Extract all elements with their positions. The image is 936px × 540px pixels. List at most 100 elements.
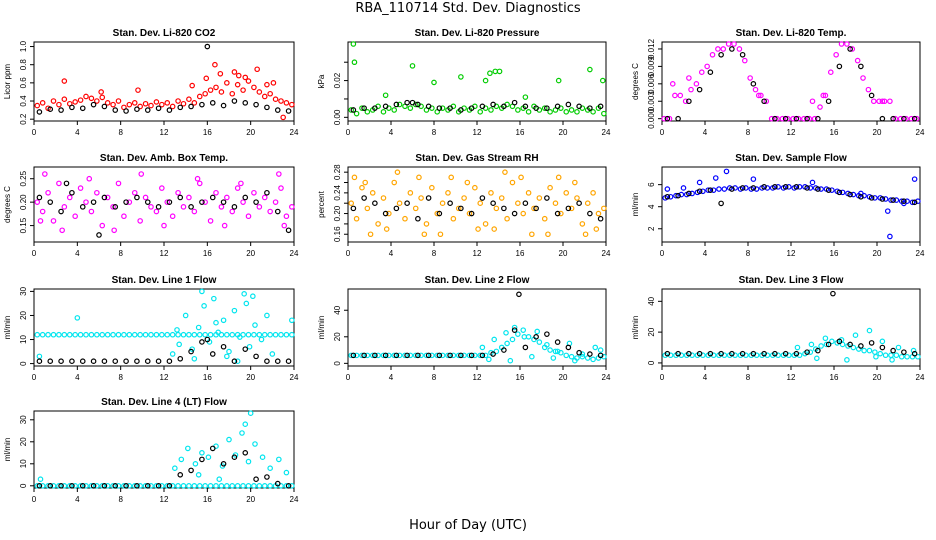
data-point	[402, 352, 408, 359]
data-point	[83, 482, 89, 489]
data-point	[36, 358, 43, 364]
data-point	[901, 200, 907, 207]
data-point	[696, 350, 703, 357]
x-tick-label: 24	[916, 373, 925, 382]
x-tick-label: 0	[32, 373, 37, 382]
data-point	[839, 189, 846, 196]
data-point	[536, 195, 543, 201]
data-point	[59, 227, 65, 234]
data-point	[829, 338, 835, 345]
data-point	[910, 347, 917, 354]
data-point	[155, 204, 162, 210]
data-point	[879, 196, 886, 202]
data-point	[552, 348, 559, 355]
data-point	[204, 336, 211, 343]
data-point	[522, 103, 529, 110]
data-point	[574, 109, 580, 115]
data-point	[597, 103, 604, 110]
data-point	[47, 199, 54, 205]
chart-title: Stan. Dev. Sample Flow	[735, 153, 847, 164]
x-tick-label: 16	[830, 128, 839, 137]
data-point	[836, 63, 843, 70]
data-point	[224, 353, 230, 360]
data-point	[372, 352, 378, 359]
data-point	[380, 109, 387, 115]
data-point	[774, 115, 780, 122]
data-point	[101, 358, 108, 364]
data-point	[847, 341, 853, 348]
data-point	[359, 184, 365, 191]
data-point	[186, 331, 192, 338]
data-point	[359, 105, 365, 111]
data-point	[175, 189, 181, 196]
data-point	[664, 115, 671, 122]
data-point	[908, 115, 915, 122]
data-point	[525, 190, 532, 196]
data-point	[229, 208, 236, 215]
data-point	[501, 103, 507, 110]
data-point	[104, 482, 111, 489]
data-point	[447, 105, 453, 111]
data-point	[688, 86, 694, 93]
y-tick-label: 20	[647, 327, 656, 336]
data-point	[172, 465, 178, 472]
data-point	[202, 90, 208, 97]
data-point	[188, 103, 194, 110]
data-point	[90, 101, 97, 108]
data-point	[404, 200, 410, 207]
data-point	[520, 327, 527, 333]
data-point	[825, 187, 832, 193]
data-point	[704, 63, 710, 70]
x-tick-label: 24	[916, 249, 925, 258]
data-point	[664, 193, 671, 200]
series-black	[350, 99, 604, 113]
data-point	[242, 194, 249, 201]
data-point	[220, 102, 227, 109]
data-point	[404, 352, 410, 359]
data-point	[522, 200, 529, 207]
data-point	[882, 352, 889, 359]
data-point	[815, 186, 821, 192]
data-point	[550, 355, 557, 361]
data-point	[199, 288, 205, 295]
data-point	[763, 98, 770, 105]
data-point	[234, 482, 241, 489]
data-point	[415, 101, 421, 108]
data-point	[234, 358, 241, 364]
data-point	[673, 192, 679, 199]
data-point	[164, 199, 171, 205]
data-point	[572, 357, 578, 364]
data-point	[563, 190, 570, 196]
data-point	[188, 204, 194, 210]
data-point	[823, 341, 830, 348]
x-tick-label: 16	[830, 249, 839, 258]
data-point	[69, 358, 75, 364]
data-point	[879, 338, 886, 345]
data-point	[677, 92, 684, 99]
data-point	[209, 351, 216, 357]
data-point	[868, 92, 875, 99]
data-point	[858, 190, 864, 197]
data-point	[509, 336, 516, 343]
data-point	[675, 192, 681, 199]
data-point	[39, 208, 46, 215]
x-tick-label: 4	[75, 249, 80, 258]
x-tick-label: 8	[432, 128, 437, 137]
data-point	[224, 482, 230, 489]
data-point	[434, 352, 441, 359]
data-point	[56, 482, 62, 489]
data-point	[196, 180, 203, 187]
data-point	[58, 482, 64, 489]
x-tick-label: 20	[246, 128, 255, 137]
data-point	[458, 205, 464, 212]
data-point	[531, 205, 537, 212]
data-point	[887, 98, 893, 105]
data-point	[434, 210, 441, 217]
data-point	[191, 355, 198, 362]
data-point	[369, 190, 376, 196]
data-point	[582, 231, 589, 238]
y-tick-label: 0.24	[333, 185, 342, 201]
data-point	[115, 98, 122, 104]
data-point	[461, 195, 467, 201]
data-point	[464, 179, 471, 186]
